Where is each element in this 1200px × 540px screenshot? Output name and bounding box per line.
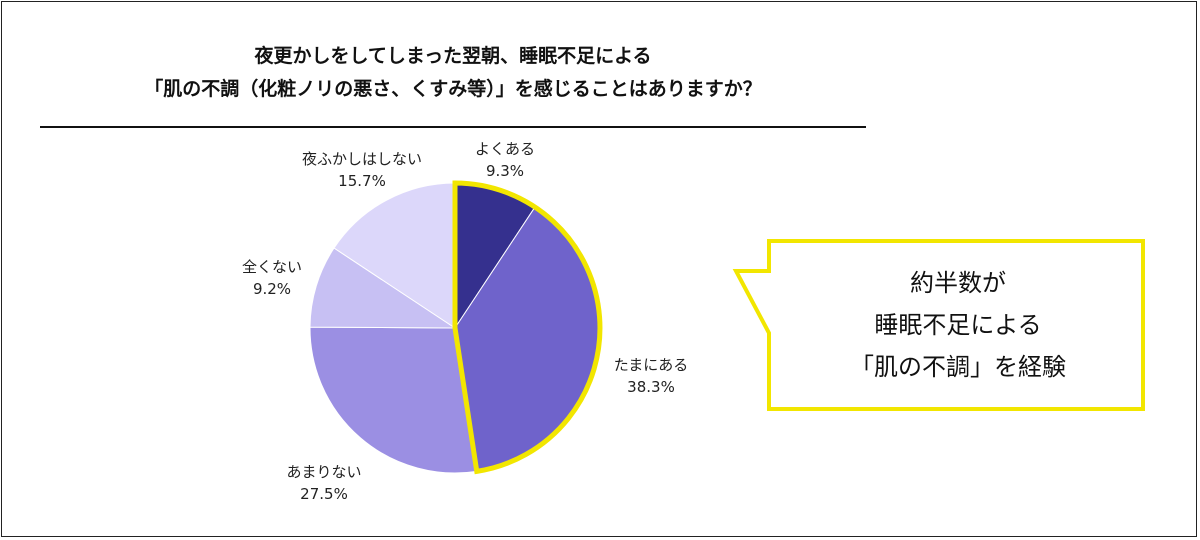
pie-slice-4 (309, 247, 457, 329)
chart-title-line-2: 「肌の不調（化粧ノリの悪さ、くすみ等）」を感じることはありますか？ (144, 78, 762, 100)
slice-4-name: 全くない (241, 258, 303, 276)
slice-5-name: 夜ふかしはしない (301, 150, 423, 168)
pie-slice-3 (309, 326, 478, 474)
title-underline (40, 126, 866, 128)
pie-slice-5 (333, 182, 456, 329)
callout-text: 約半数が 睡眠不足による 「肌の不調」を経験 (772, 262, 1144, 388)
slice-label-1: よくある 9.3% (475, 138, 535, 182)
slice-label-2: たまにある 38.3% (614, 354, 689, 398)
slice-1-value: 9.3% (485, 162, 525, 180)
slice-label-5: 夜ふかしはしない 15.7% (302, 148, 422, 192)
slice-2-name: たまにある (613, 356, 689, 374)
slice-label-4: 全くない 9.2% (242, 256, 302, 300)
chart-title-line-1: 夜更かしをしてしまった翌朝、睡眠不足による (254, 45, 652, 67)
highlight-outline (452, 180, 603, 475)
slice-4-value: 9.2% (252, 280, 292, 298)
slice-1-name: よくある (474, 140, 536, 158)
callout-line-3: 「肌の不調」を経験 (850, 353, 1066, 381)
slice-3-value: 27.5% (300, 485, 348, 503)
callout-line-2: 睡眠不足による (874, 311, 1042, 339)
callout-box (732, 239, 1145, 411)
slice-5-value: 15.7% (338, 172, 386, 190)
slice-2-value: 38.3% (627, 378, 675, 396)
slice-3-name: あまりない (286, 463, 362, 481)
callout-line-1: 約半数が (910, 269, 1006, 297)
slice-label-3: あまりない 27.5% (286, 461, 361, 505)
